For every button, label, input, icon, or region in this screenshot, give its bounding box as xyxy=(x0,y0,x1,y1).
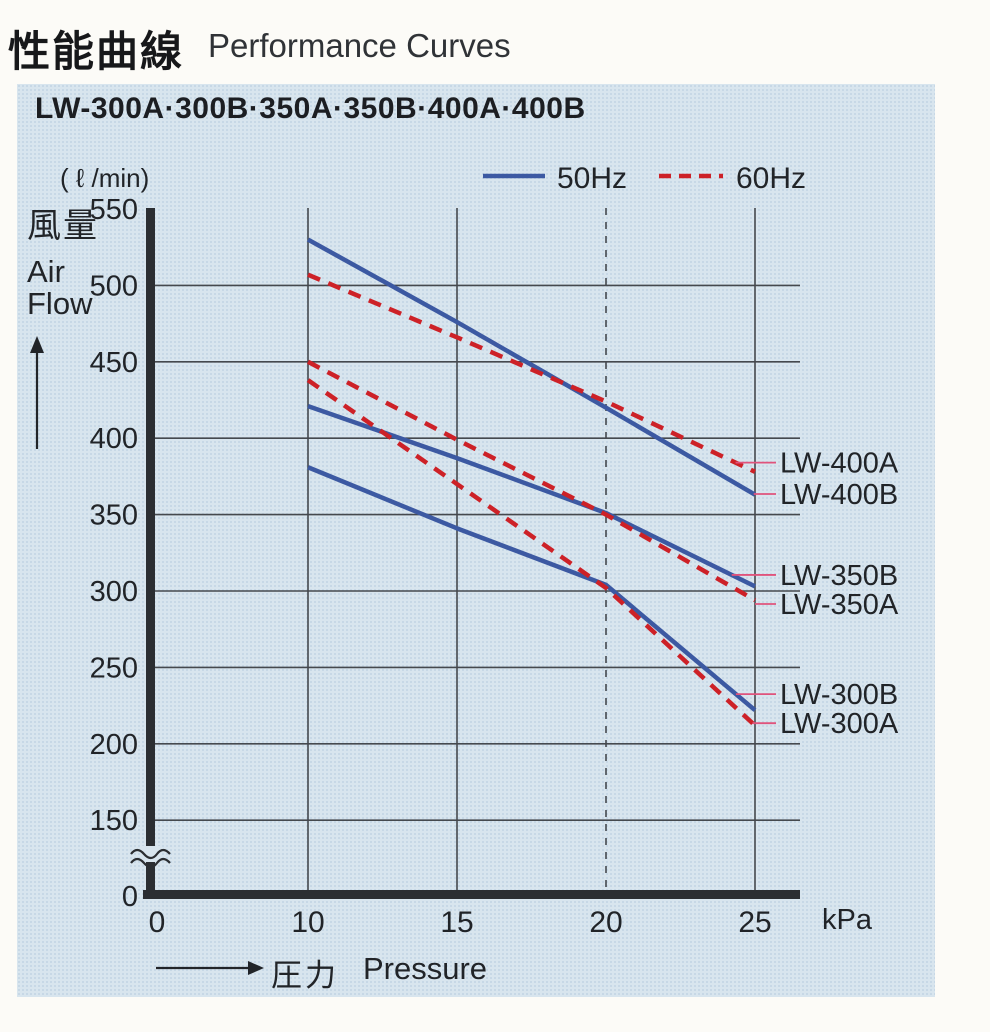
page-title-ja: 性能曲線 xyxy=(8,28,185,75)
model-list-heading: LW-300A·300B·350A·350B·400A·400B xyxy=(35,92,586,125)
y-axis-label-ja: 風量 xyxy=(27,207,99,245)
y-axis-unit: ( ℓ /min) xyxy=(60,163,150,193)
x-axis-label-ja: 圧力 xyxy=(271,958,339,993)
chart-panel xyxy=(17,84,935,997)
y-axis-label-en: Air Flow xyxy=(27,254,93,321)
page-title-en: Performance Curves xyxy=(208,27,511,64)
x-axis-unit: kPa xyxy=(822,904,872,936)
x-axis-label-en: Pressure xyxy=(363,951,488,986)
